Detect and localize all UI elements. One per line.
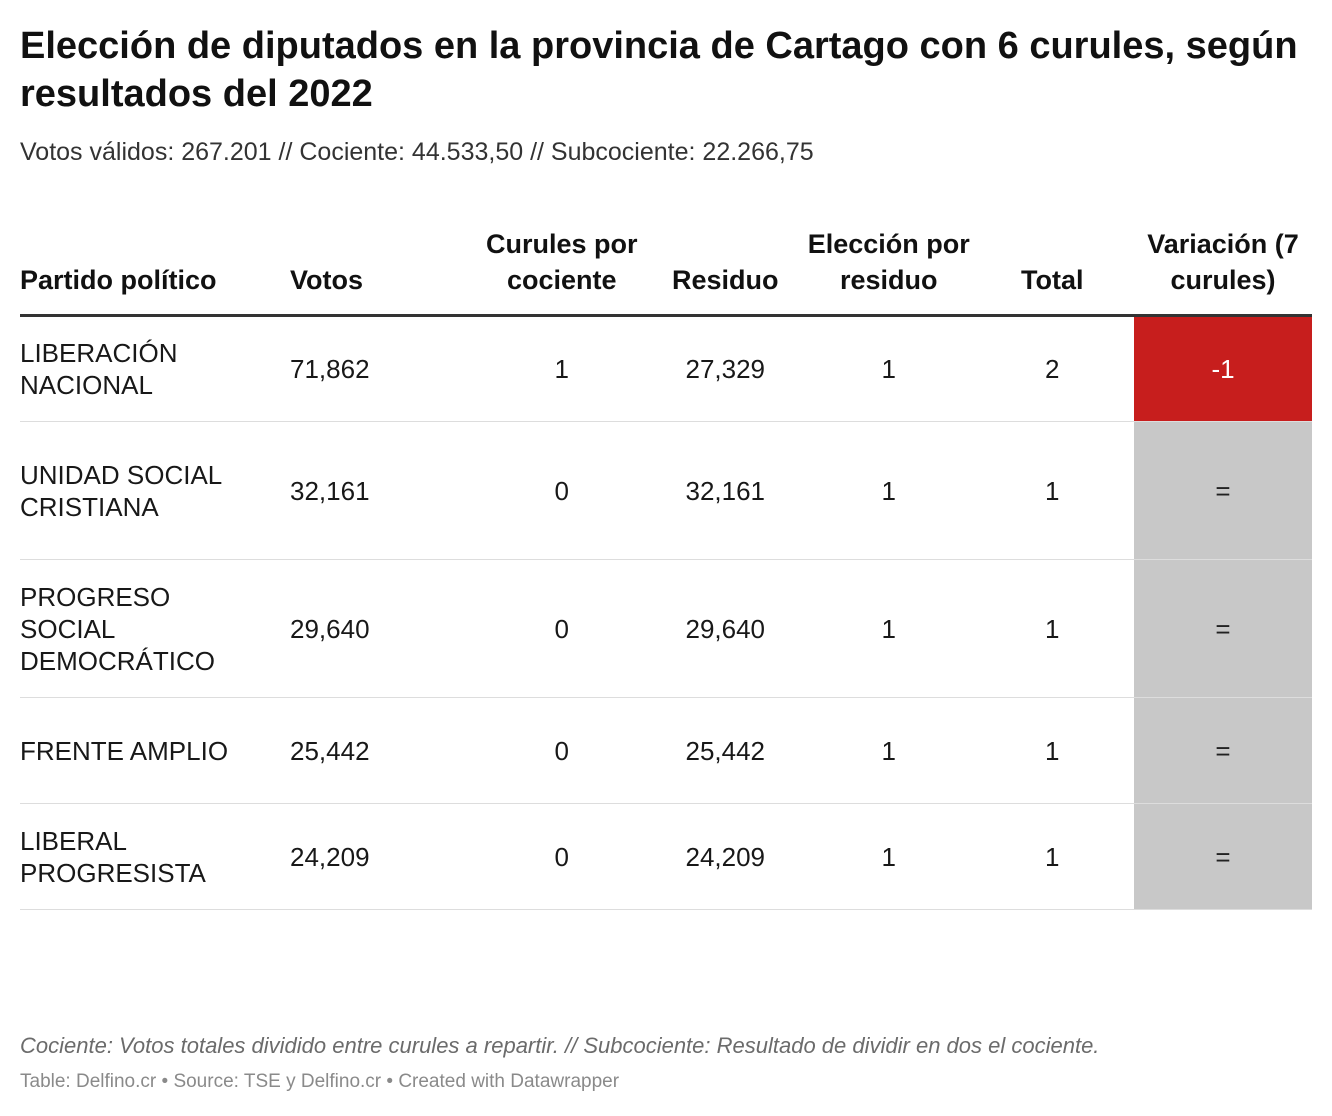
remainder-seats-cell: 1 xyxy=(807,560,971,698)
total-cell: 1 xyxy=(971,698,1135,804)
remainder-cell: 27,329 xyxy=(644,316,808,422)
total-cell: 1 xyxy=(971,560,1135,698)
party-cell: UNIDAD SOCIAL CRISTIANA xyxy=(20,422,260,560)
quotient-seats-cell: 1 xyxy=(480,316,644,422)
table-row: UNIDAD SOCIAL CRISTIANA 32,161 0 32,161 … xyxy=(20,422,1312,560)
column-header-variation[interactable]: Variación (7 curules) xyxy=(1134,226,1312,316)
remainder-seats-cell: 1 xyxy=(807,422,971,560)
remainder-seats-cell: 1 xyxy=(807,698,971,804)
votes-cell: 25,442 xyxy=(260,698,480,804)
column-header-total[interactable]: Total xyxy=(971,226,1135,316)
chart-subtitle: Votos válidos: 267.201 // Cociente: 44.5… xyxy=(20,136,1312,168)
column-header-quotient-seats[interactable]: Curules por cociente xyxy=(480,226,644,316)
remainder-seats-cell: 1 xyxy=(807,316,971,422)
column-header-remainder-seats[interactable]: Elección por residuo xyxy=(807,226,971,316)
party-cell: FRENTE AMPLIO xyxy=(20,698,260,804)
table-row: LIBERAL PROGRESISTA 24,209 0 24,209 1 1 … xyxy=(20,804,1312,910)
remainder-cell: 25,442 xyxy=(644,698,808,804)
variation-cell: = xyxy=(1134,560,1312,698)
total-cell: 1 xyxy=(971,804,1135,910)
chart-notes: Cociente: Votos totales dividido entre c… xyxy=(20,1030,1099,1062)
total-cell: 1 xyxy=(971,422,1135,560)
header-row: Partido político Votos Curules por cocie… xyxy=(20,226,1312,316)
party-cell: LIBERAL PROGRESISTA xyxy=(20,804,260,910)
quotient-seats-cell: 0 xyxy=(480,560,644,698)
quotient-seats-cell: 0 xyxy=(480,422,644,560)
results-table: Partido político Votos Curules por cocie… xyxy=(20,226,1312,910)
quotient-seats-cell: 0 xyxy=(480,804,644,910)
table-header: Partido político Votos Curules por cocie… xyxy=(20,226,1312,316)
party-cell: PROGRESO SOCIAL DEMOCRÁTICO xyxy=(20,560,260,698)
column-header-party[interactable]: Partido político xyxy=(20,226,260,316)
remainder-cell: 29,640 xyxy=(644,560,808,698)
votes-cell: 29,640 xyxy=(260,560,480,698)
chart-header: Elección de diputados en la provincia de… xyxy=(20,22,1312,168)
table-row: FRENTE AMPLIO 25,442 0 25,442 1 1 = xyxy=(20,698,1312,804)
quotient-seats-cell: 0 xyxy=(480,698,644,804)
table-row: LIBERACIÓN NACIONAL 71,862 1 27,329 1 2 … xyxy=(20,316,1312,422)
remainder-seats-cell: 1 xyxy=(807,804,971,910)
remainder-cell: 24,209 xyxy=(644,804,808,910)
total-cell: 2 xyxy=(971,316,1135,422)
table-row: PROGRESO SOCIAL DEMOCRÁTICO 29,640 0 29,… xyxy=(20,560,1312,698)
variation-cell: = xyxy=(1134,422,1312,560)
votes-cell: 32,161 xyxy=(260,422,480,560)
remainder-cell: 32,161 xyxy=(644,422,808,560)
table-body: LIBERACIÓN NACIONAL 71,862 1 27,329 1 2 … xyxy=(20,316,1312,910)
votes-cell: 24,209 xyxy=(260,804,480,910)
variation-cell: = xyxy=(1134,698,1312,804)
votes-cell: 71,862 xyxy=(260,316,480,422)
variation-cell: = xyxy=(1134,804,1312,910)
party-cell: LIBERACIÓN NACIONAL xyxy=(20,316,260,422)
column-header-remainder[interactable]: Residuo xyxy=(644,226,808,316)
chart-credit: Table: Delfino.cr • Source: TSE y Delfin… xyxy=(20,1068,619,1096)
variation-cell: -1 xyxy=(1134,316,1312,422)
chart-title: Elección de diputados en la provincia de… xyxy=(20,22,1312,118)
column-header-votes[interactable]: Votos xyxy=(260,226,480,316)
